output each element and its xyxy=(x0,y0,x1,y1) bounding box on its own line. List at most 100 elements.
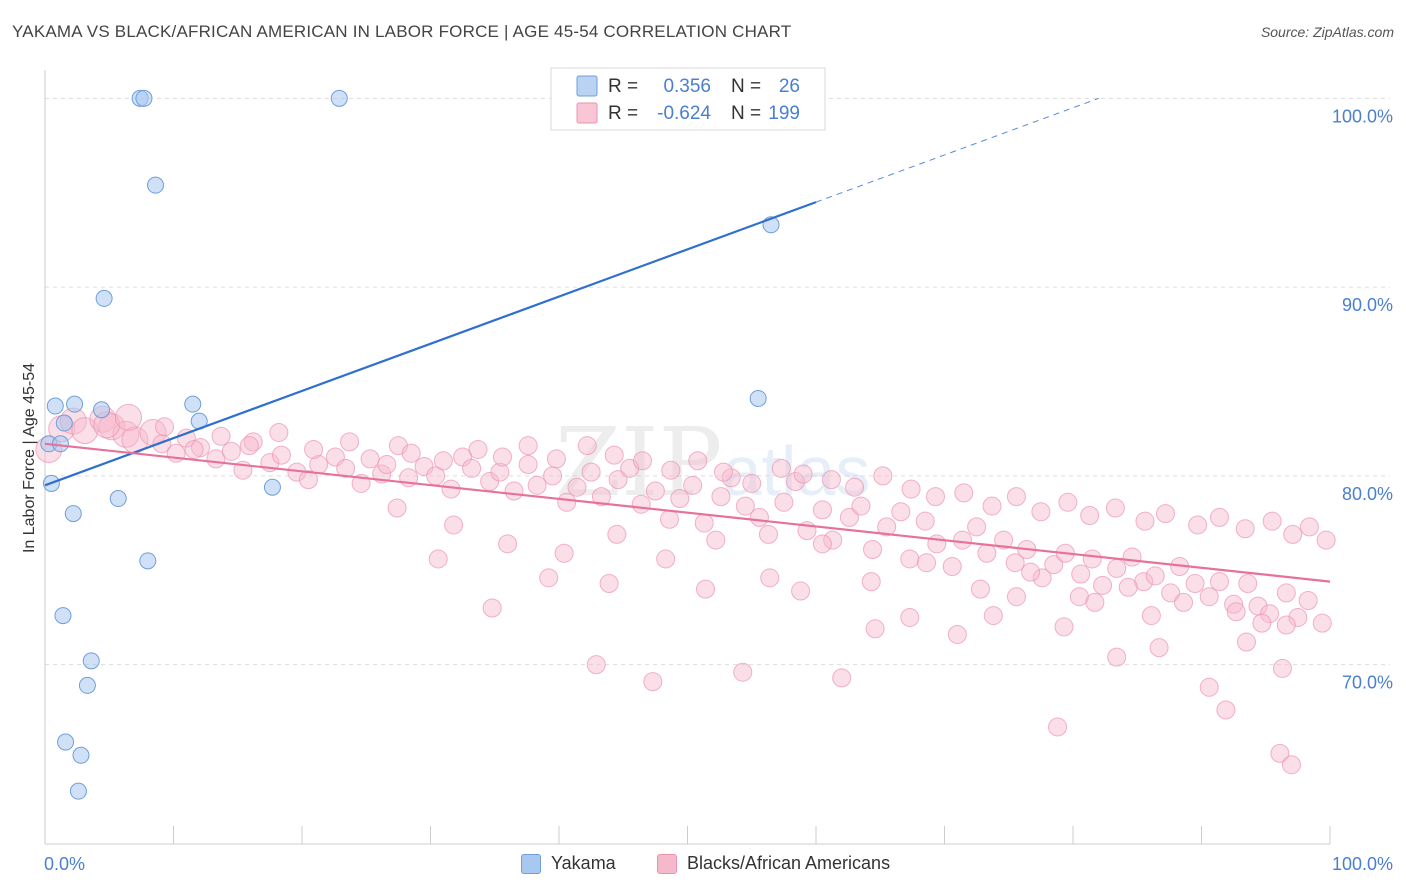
black-point xyxy=(1238,573,1258,593)
black-point xyxy=(1105,498,1125,518)
black-point xyxy=(791,581,811,601)
black-point xyxy=(498,534,518,554)
black-point xyxy=(771,458,791,478)
black-point xyxy=(660,509,680,529)
black-point xyxy=(851,496,871,516)
chart-title: YAKAMA VS BLACK/AFRICAN AMERICAN IN LABO… xyxy=(12,22,792,41)
yakama-point xyxy=(184,395,202,413)
black-point xyxy=(1299,517,1319,537)
black-point xyxy=(742,473,762,493)
black-point xyxy=(891,502,911,522)
legend-label-yakama: Yakama xyxy=(551,853,616,873)
yakama-point xyxy=(147,176,165,194)
black-point xyxy=(832,668,852,688)
yakama-point xyxy=(72,746,90,764)
black-point xyxy=(952,530,972,550)
black-point xyxy=(304,439,324,459)
black-point xyxy=(1135,511,1155,531)
black-point xyxy=(631,494,651,514)
yakama-trend-extension xyxy=(815,97,1099,203)
black-point xyxy=(1021,562,1041,582)
black-point xyxy=(1188,515,1208,535)
yakama-point xyxy=(54,607,72,625)
black-point xyxy=(758,524,778,544)
black-point xyxy=(1005,553,1025,573)
black-point xyxy=(1209,507,1229,527)
yakama-point xyxy=(109,490,127,508)
black-point xyxy=(982,496,1002,516)
black-point xyxy=(1058,492,1078,512)
black-point xyxy=(211,426,231,446)
y-tick-label: 90.0% xyxy=(1342,295,1393,315)
legend-n-value: 26 xyxy=(779,76,800,97)
black-point xyxy=(1006,487,1026,507)
black-point xyxy=(749,507,769,527)
black-point xyxy=(977,543,997,563)
legend-item-black[interactable]: Blacks/African Americans xyxy=(657,853,890,874)
yakama-point xyxy=(55,414,73,432)
yakama-point xyxy=(57,733,75,751)
black-point xyxy=(1272,658,1292,678)
legend-item-yakama[interactable]: Yakama xyxy=(521,853,616,874)
black-point xyxy=(490,462,510,482)
black-point xyxy=(774,492,794,512)
black-point xyxy=(518,436,538,456)
black-point xyxy=(1226,602,1246,622)
black-point xyxy=(901,479,921,499)
black-point xyxy=(298,470,318,490)
black-point xyxy=(271,445,291,465)
black-point xyxy=(468,439,488,459)
yakama-swatch xyxy=(521,853,541,874)
black-point xyxy=(713,462,733,482)
black-point xyxy=(340,432,360,452)
black-point xyxy=(877,517,897,537)
black-point xyxy=(926,487,946,507)
black-point xyxy=(1048,717,1068,737)
black-point xyxy=(1224,594,1244,614)
black-point xyxy=(1281,755,1301,775)
bottom-legend: Yakama Blacks/African Americans xyxy=(0,850,1406,880)
black-point xyxy=(71,417,99,445)
black-point xyxy=(1118,577,1138,597)
axes xyxy=(44,70,1331,845)
black-point xyxy=(839,507,859,527)
black-point xyxy=(115,403,143,431)
black-point xyxy=(721,468,741,488)
black-point xyxy=(1252,613,1272,633)
watermark-zip: ZIP xyxy=(555,408,722,518)
black-point xyxy=(1288,607,1308,627)
black-point xyxy=(1044,555,1064,575)
black-point xyxy=(599,573,619,593)
black-point xyxy=(1156,504,1176,524)
black-point xyxy=(1032,568,1052,588)
black-point xyxy=(444,515,464,535)
black-point xyxy=(607,524,627,544)
black-point xyxy=(152,434,172,454)
black-point xyxy=(1270,743,1290,763)
black-point xyxy=(970,579,990,599)
black-swatch xyxy=(657,853,677,874)
black-point xyxy=(1298,590,1318,610)
x-tick-label-min: 0.0% xyxy=(44,854,85,874)
black-point xyxy=(269,422,289,442)
black-point xyxy=(812,500,832,520)
yakama-point xyxy=(78,676,96,694)
black-point xyxy=(1149,638,1169,658)
black-point xyxy=(428,549,448,569)
black-point xyxy=(1312,613,1332,633)
y-tick-labels: 70.0% 80.0% 90.0% 100.0% xyxy=(1332,106,1393,692)
black-point xyxy=(1174,592,1194,612)
black-point xyxy=(1054,617,1074,637)
black-point xyxy=(401,443,421,463)
black-point xyxy=(608,470,628,490)
yakama-trend-line xyxy=(44,201,817,487)
black-point xyxy=(1316,530,1336,550)
black-point xyxy=(1145,566,1165,586)
black-point xyxy=(586,655,606,675)
black-point xyxy=(942,556,962,576)
black-point xyxy=(1122,547,1142,567)
black-point xyxy=(604,445,624,465)
black-point xyxy=(861,572,881,592)
black-point xyxy=(239,436,259,456)
